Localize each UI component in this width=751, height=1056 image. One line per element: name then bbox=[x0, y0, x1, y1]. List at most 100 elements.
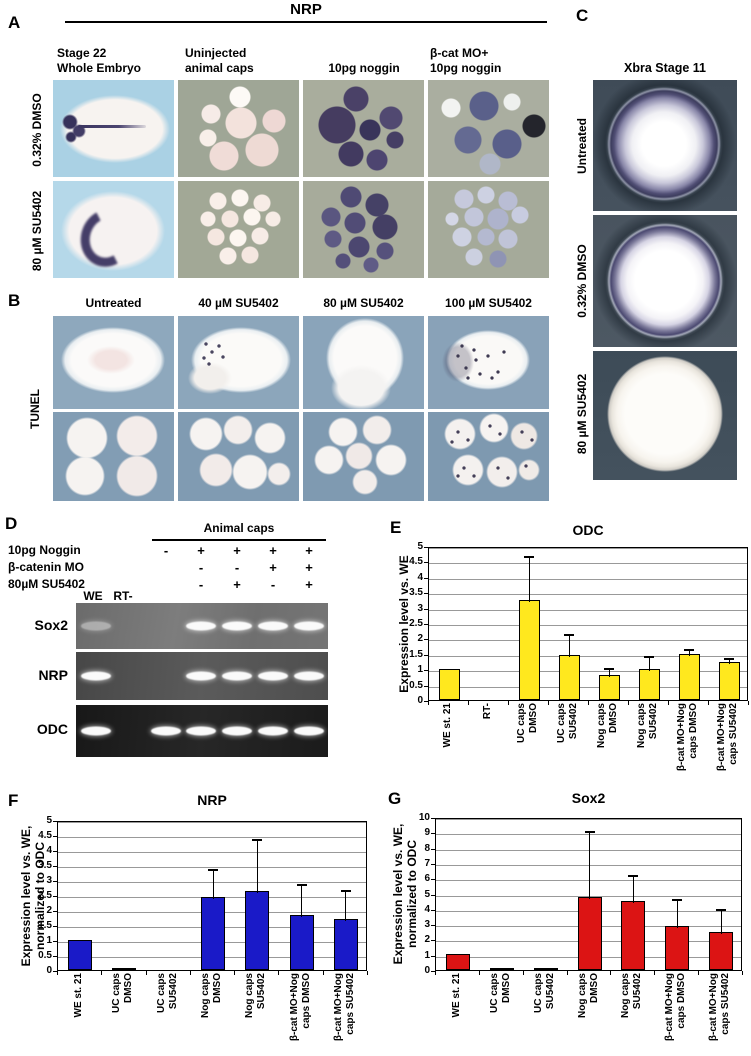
error-bar bbox=[301, 883, 303, 917]
y-tick-mark bbox=[431, 848, 435, 850]
bar bbox=[201, 896, 225, 970]
condition-label-noggin: 10pg Noggin bbox=[8, 543, 81, 557]
y-tick-label: 2.5 bbox=[409, 618, 423, 629]
x-tick-mark bbox=[708, 701, 709, 705]
gridline bbox=[436, 849, 741, 851]
y-tick-mark bbox=[424, 608, 428, 610]
plot-area bbox=[57, 821, 367, 971]
gel-band bbox=[258, 671, 288, 681]
bar bbox=[665, 926, 690, 970]
image-noggin-caps-su5402 bbox=[303, 181, 424, 278]
y-tick-label: 8 bbox=[424, 842, 430, 854]
column-header-noggin: 10pg noggin bbox=[328, 61, 400, 75]
y-tick-mark bbox=[424, 639, 428, 641]
y-tick-mark bbox=[431, 955, 435, 957]
error-bar-cap bbox=[716, 909, 727, 912]
y-tick-mark bbox=[424, 654, 428, 656]
bar bbox=[489, 968, 514, 970]
image-tunel-40um-single bbox=[178, 316, 299, 409]
column-header-100um: 100 µM SU5402 bbox=[445, 296, 532, 310]
gridline bbox=[58, 882, 366, 883]
x-tick-mark bbox=[628, 701, 629, 705]
y-tick-label: 3.5 bbox=[409, 587, 423, 599]
gridline bbox=[429, 655, 747, 657]
image-bcat-mo-noggin-caps-dmso bbox=[428, 80, 549, 177]
error-bar-cap bbox=[340, 889, 351, 892]
y-tick-label: 6 bbox=[424, 873, 430, 885]
error-bar-cap bbox=[208, 868, 218, 871]
gridline bbox=[429, 563, 747, 565]
column-header-bcat-mo-noggin: β-cat MO+ 10pg noggin bbox=[430, 46, 502, 75]
panel-a-image-grid bbox=[53, 80, 549, 278]
image-tunel-100um-single bbox=[428, 316, 549, 409]
sign: - bbox=[163, 543, 169, 558]
bar bbox=[68, 940, 93, 970]
gel-strip-nrp bbox=[76, 652, 328, 700]
error-bar bbox=[720, 909, 722, 934]
bar bbox=[678, 653, 700, 700]
error-bar-cap bbox=[724, 658, 734, 660]
x-category-label: WE st. 21 bbox=[442, 703, 453, 748]
y-tick-label: 1.5 bbox=[38, 920, 52, 931]
bar bbox=[718, 661, 740, 700]
condition-label-bcat-mo: β-catenin MO bbox=[8, 560, 84, 574]
bar bbox=[621, 901, 646, 970]
gel-band bbox=[222, 726, 252, 736]
x-category-label: UC caps SU5402 bbox=[532, 973, 556, 1014]
y-tick-mark bbox=[431, 879, 435, 881]
x-tick-mark bbox=[234, 971, 236, 975]
gridline bbox=[429, 548, 747, 549]
bar bbox=[709, 931, 734, 970]
error-bar bbox=[256, 838, 258, 893]
bar bbox=[577, 897, 602, 970]
gridline bbox=[436, 834, 741, 836]
error-bar bbox=[345, 889, 347, 921]
error-bar bbox=[728, 658, 730, 664]
error-bar-cap bbox=[628, 874, 639, 877]
y-tick-label: 7 bbox=[424, 857, 430, 869]
x-tick-mark bbox=[748, 701, 749, 705]
error-bar bbox=[568, 634, 570, 658]
x-tick-mark bbox=[367, 971, 368, 975]
image-tunel-untreated-group bbox=[53, 412, 174, 501]
gridline bbox=[58, 837, 366, 838]
row-header-c-dmso: 0.32% DMSO bbox=[575, 244, 589, 318]
x-tick-mark bbox=[588, 701, 589, 705]
y-tick-mark bbox=[424, 577, 428, 579]
x-category-label: Nog caps SU5402 bbox=[620, 973, 644, 1019]
x-tick-mark bbox=[468, 701, 469, 705]
error-bar bbox=[528, 555, 530, 602]
gridline bbox=[429, 609, 747, 611]
y-tick-mark bbox=[424, 547, 428, 548]
x-category-label: UC caps DMSO bbox=[111, 973, 135, 1014]
bar bbox=[638, 669, 660, 700]
sign: + bbox=[269, 560, 277, 575]
gel-band bbox=[222, 671, 252, 681]
gel-band bbox=[186, 726, 216, 736]
y-tick-label: 4 bbox=[417, 571, 423, 583]
column-header-80um: 80 µM SU5402 bbox=[323, 296, 404, 310]
y-tick-label: 1 bbox=[424, 949, 430, 961]
image-tunel-80um-single bbox=[303, 316, 424, 409]
y-tick-label: 0.5 bbox=[38, 950, 52, 961]
error-bar bbox=[648, 656, 650, 672]
chart-title-nrp: NRP bbox=[197, 792, 227, 808]
y-tick-label: 2 bbox=[424, 934, 430, 946]
gridline bbox=[429, 671, 747, 673]
row-header-c-su5402: 80 µM SU5402 bbox=[575, 373, 589, 455]
y-tick-mark bbox=[431, 909, 435, 911]
image-tunel-80um-group bbox=[303, 412, 424, 501]
error-bar-cap bbox=[296, 883, 307, 886]
x-category-label: Nog caps DMSO bbox=[576, 973, 600, 1019]
row-header-c-untreated: Untreated bbox=[575, 118, 589, 175]
x-tick-mark bbox=[278, 971, 280, 975]
image-noggin-caps-dmso bbox=[303, 80, 424, 177]
sign: - bbox=[270, 577, 276, 592]
error-bar-cap bbox=[604, 667, 614, 670]
x-category-label: UC caps SU5402 bbox=[556, 703, 579, 744]
sign: + bbox=[305, 560, 313, 575]
x-tick-mark bbox=[145, 971, 147, 975]
panel-label-e: E bbox=[390, 518, 402, 537]
x-category-label: WE st. 21 bbox=[450, 973, 462, 1018]
